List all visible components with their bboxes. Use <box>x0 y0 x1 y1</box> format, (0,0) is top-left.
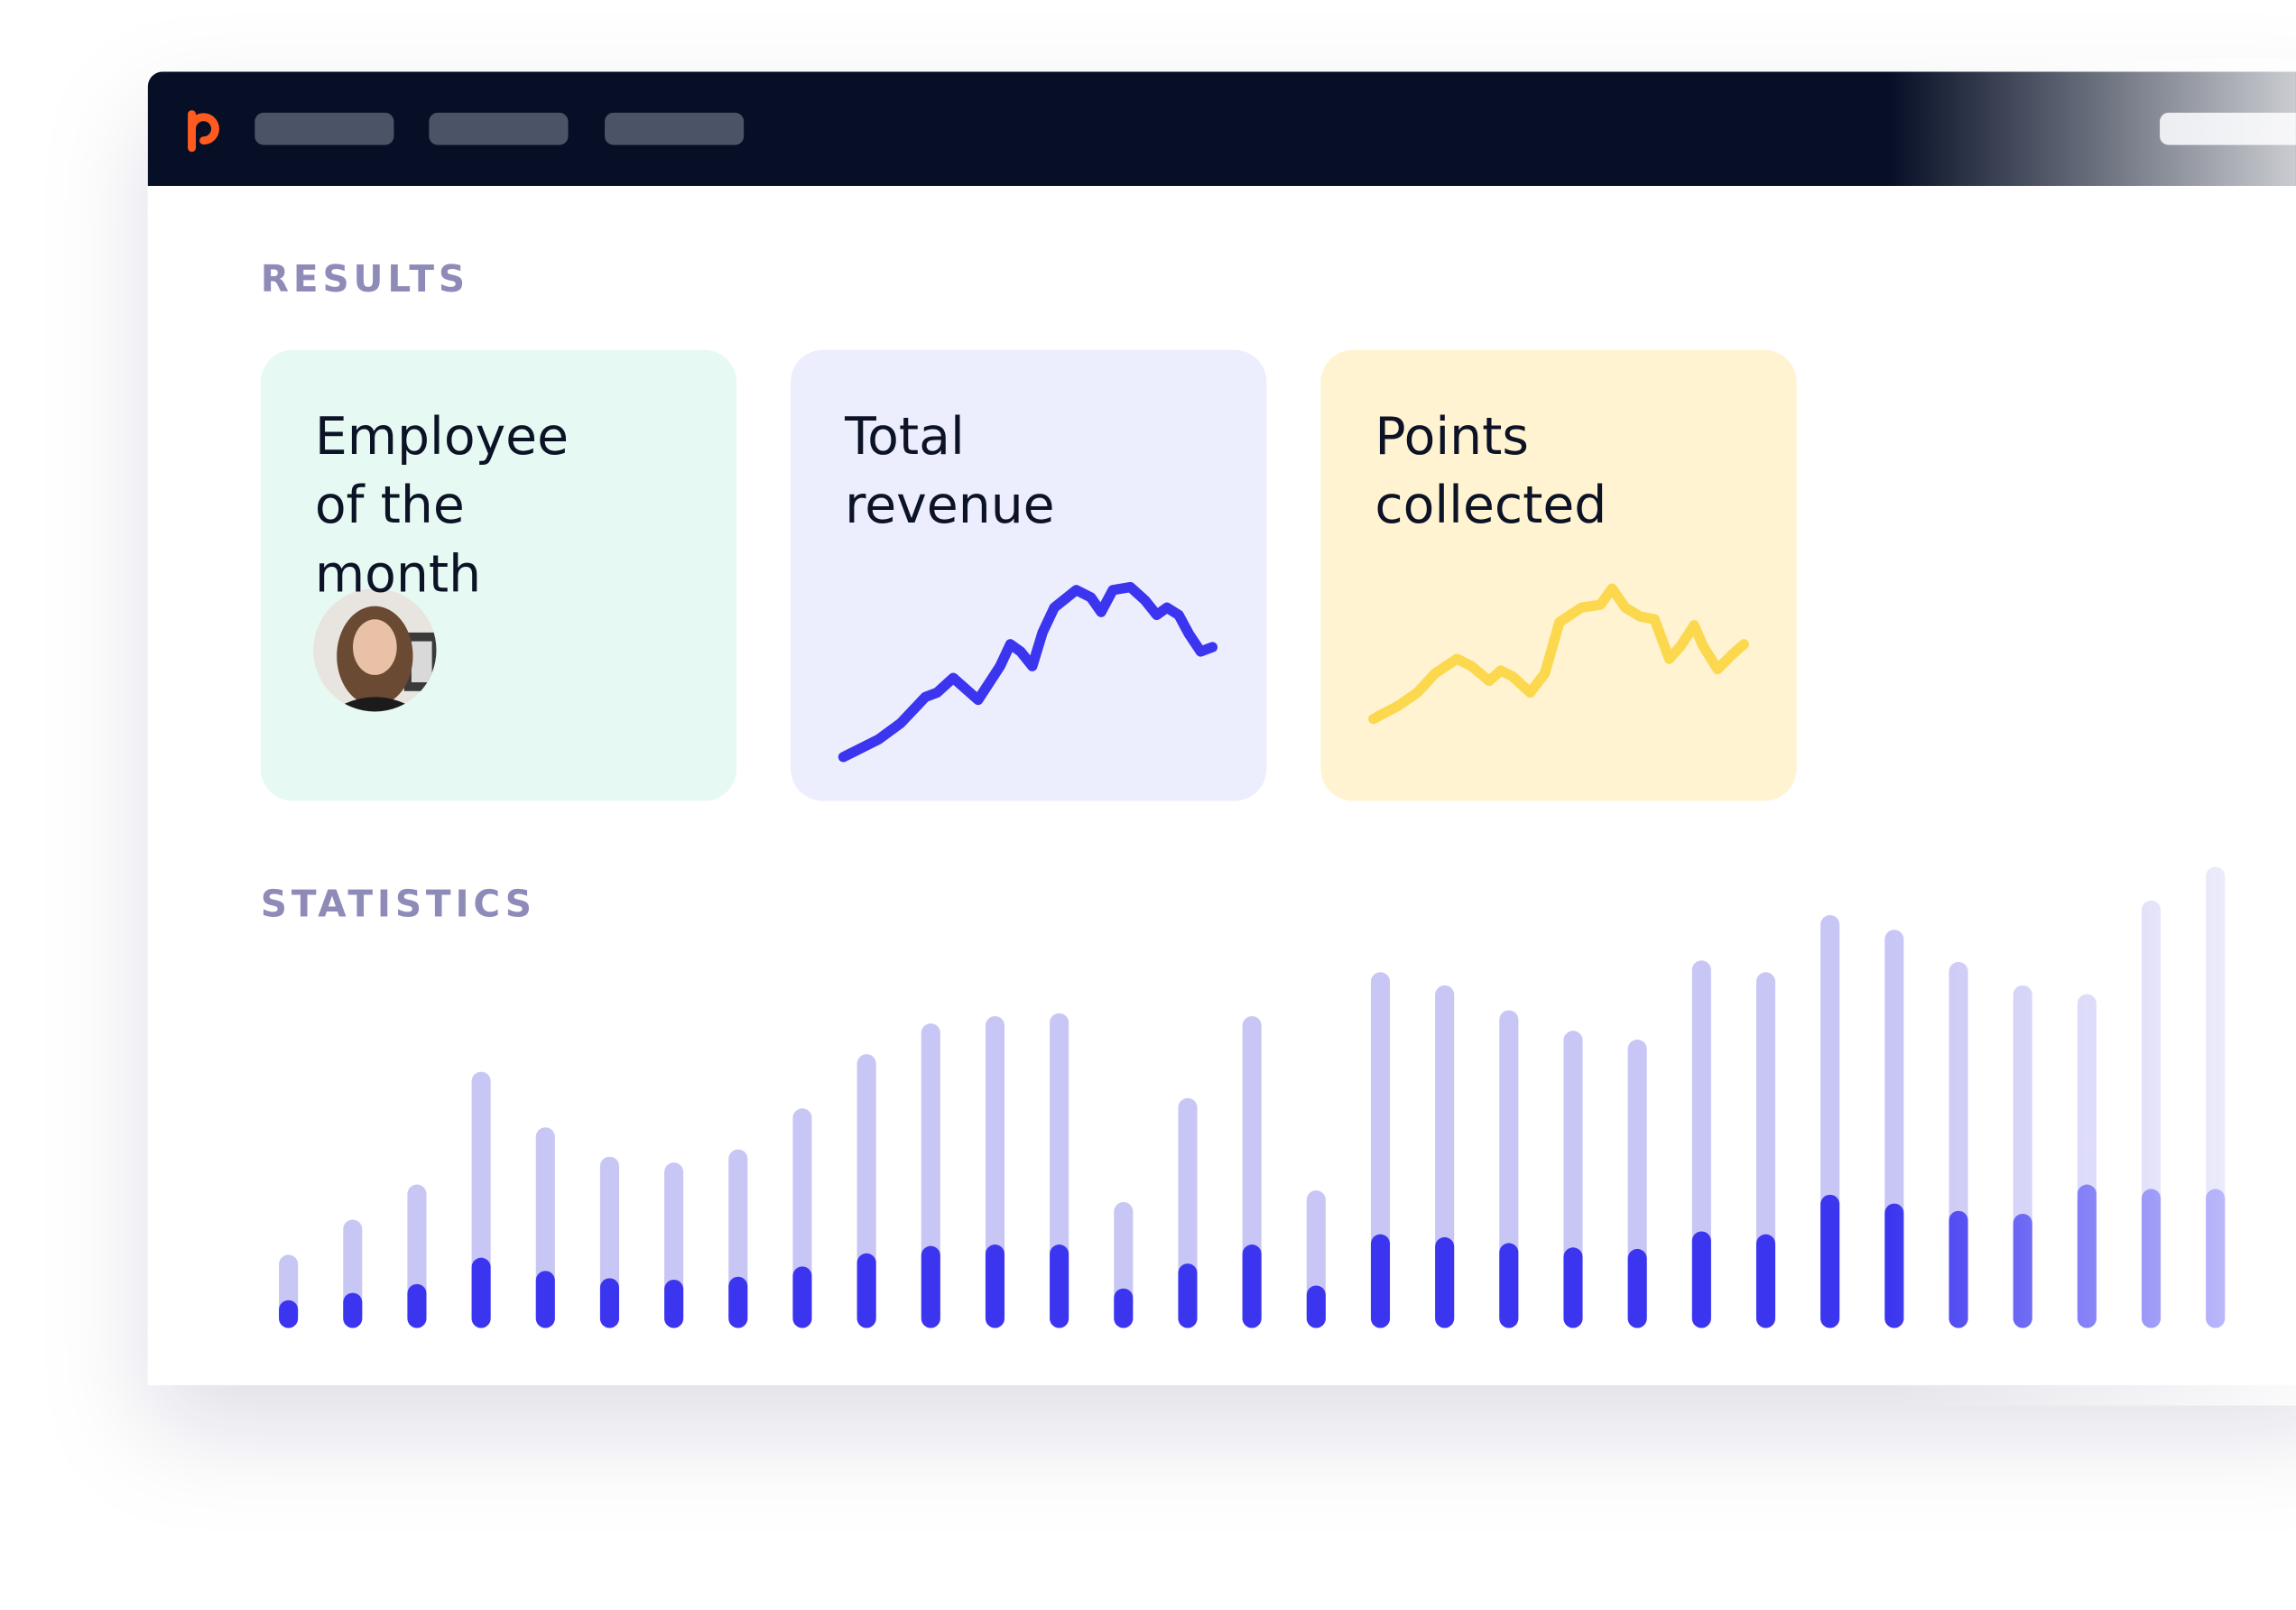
bar <box>407 1283 427 1328</box>
bar <box>1691 1231 1711 1328</box>
card-title: Total revenue <box>845 408 1055 536</box>
bar <box>1820 1194 1840 1328</box>
card-title: Employee of the month <box>314 408 569 606</box>
card <box>1320 349 1797 801</box>
bar <box>1563 1247 1583 1328</box>
section-heading: RESULTS <box>260 257 469 301</box>
bar <box>279 1300 299 1328</box>
nav-item[interactable] <box>605 112 745 145</box>
top-bar <box>147 71 2296 187</box>
bar <box>1178 1263 1198 1328</box>
card <box>791 349 1267 801</box>
bar <box>1370 1234 1391 1328</box>
logo <box>188 110 219 153</box>
fade-overlay <box>1888 58 2296 1406</box>
avatar <box>313 588 437 712</box>
bar <box>1242 1245 1262 1328</box>
bar <box>664 1279 684 1328</box>
bar <box>1755 1234 1776 1328</box>
bar <box>792 1266 812 1328</box>
sparkline <box>1368 583 1749 725</box>
nav-item[interactable] <box>255 112 394 145</box>
bar <box>599 1278 620 1328</box>
section-heading: STATISTICS <box>260 883 536 926</box>
bar <box>1499 1243 1519 1328</box>
sparkline <box>838 581 1218 763</box>
bar <box>921 1245 940 1328</box>
bar <box>535 1271 555 1328</box>
bar <box>1050 1245 1069 1328</box>
bar <box>1306 1285 1326 1328</box>
card-title: Points collected <box>1375 408 1607 536</box>
bar <box>471 1257 491 1328</box>
bar <box>343 1292 363 1328</box>
bar <box>985 1245 1005 1328</box>
bar <box>1435 1236 1455 1328</box>
nav-item[interactable] <box>429 112 569 145</box>
bar <box>1114 1288 1134 1328</box>
bar <box>728 1276 748 1328</box>
bar <box>1627 1248 1647 1328</box>
bar <box>856 1253 876 1328</box>
